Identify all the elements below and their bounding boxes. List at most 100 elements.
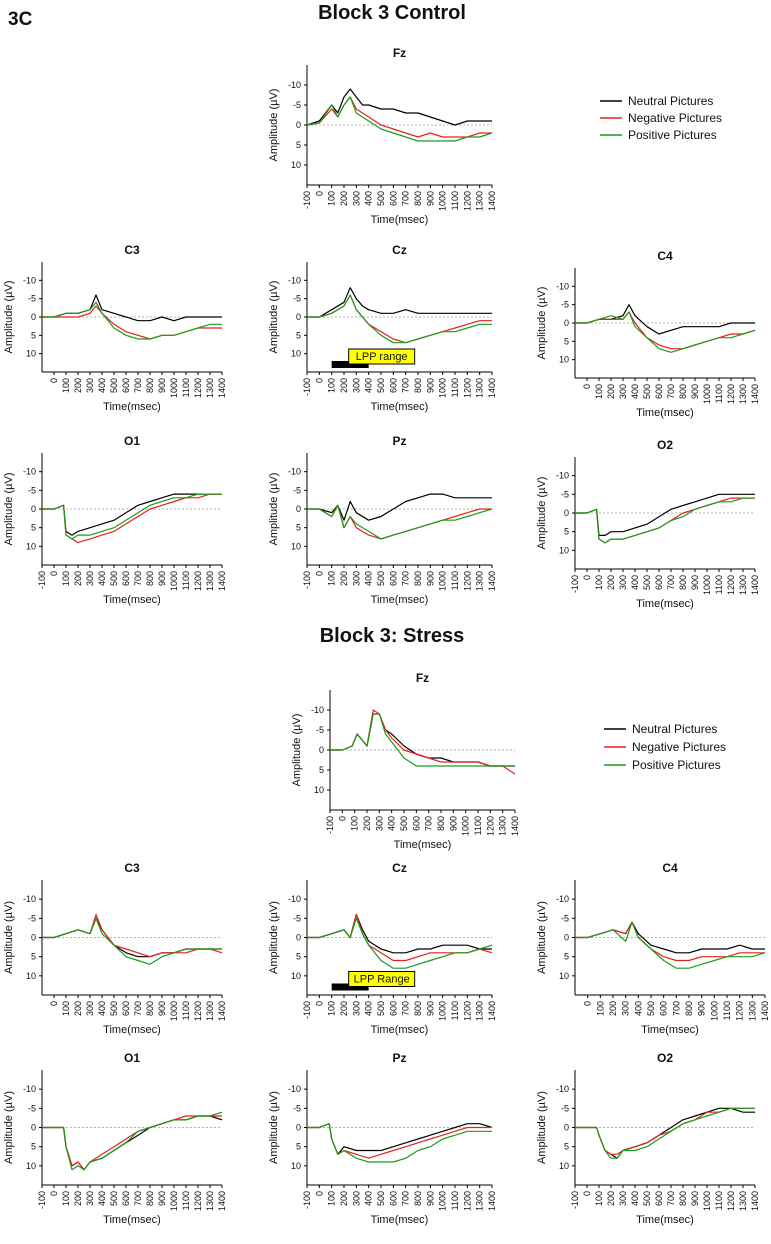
- y-tick-label: 10: [559, 1161, 569, 1171]
- x-tick-label: 300: [85, 378, 95, 393]
- legend-stress: Neutral Pictures Negative Pictures Posit…: [604, 722, 726, 772]
- series-positive-pictures: [307, 294, 492, 344]
- x-tick-label: 200: [362, 816, 372, 831]
- x-tick-label: 0: [49, 1191, 59, 1196]
- series-positive-pictures: [575, 311, 756, 353]
- x-tick-label: 1400: [487, 378, 497, 398]
- x-tick-label: 1400: [487, 1191, 497, 1211]
- y-tick-label: 10: [291, 1161, 301, 1171]
- x-tick-label: 200: [606, 1191, 616, 1206]
- x-tick-label: 1100: [722, 1001, 732, 1020]
- y-axis-label: Amplitude (µV): [291, 714, 303, 787]
- x-tick-label: 500: [646, 1001, 656, 1016]
- series-positive-pictures: [575, 1107, 755, 1159]
- x-tick-label: 200: [606, 384, 616, 399]
- y-axis-label: Amplitude (µV): [536, 477, 548, 550]
- y-tick-label: 10: [291, 971, 301, 981]
- x-tick-label: 200: [339, 571, 349, 586]
- y-tick-label: -10: [23, 894, 36, 904]
- y-tick-label: -10: [288, 275, 301, 285]
- x-tick-label: 1300: [475, 378, 485, 398]
- x-axis-label: Time(msec): [371, 214, 429, 226]
- x-tick-label: -100: [37, 1191, 47, 1209]
- x-tick-label: 900: [157, 571, 167, 586]
- x-tick-label: 500: [376, 191, 386, 206]
- x-tick-label: 1200: [726, 575, 736, 595]
- x-tick-label: 800: [413, 191, 423, 206]
- x-tick-label: 1100: [450, 378, 460, 397]
- lpp-label: LPP Range: [354, 974, 410, 986]
- y-tick-label: 5: [564, 527, 569, 537]
- x-axis-label: Time(msec): [103, 401, 161, 413]
- y-tick-label: -5: [28, 913, 36, 923]
- x-tick-label: 1300: [475, 1001, 485, 1021]
- x-tick-label: 600: [411, 816, 421, 831]
- x-axis-label: Time(msec): [641, 1024, 699, 1036]
- series-positive-pictures: [307, 504, 493, 540]
- x-tick-label: -100: [302, 571, 312, 589]
- y-tick-label: 5: [319, 765, 324, 775]
- x-tick-label: 100: [61, 1191, 71, 1206]
- legend-label-negative: Negative Pictures: [632, 740, 726, 754]
- x-tick-label: 0: [49, 1001, 59, 1006]
- panel-title: C3: [124, 243, 140, 257]
- y-tick-label: 0: [31, 504, 36, 514]
- series-neutral-pictures: [330, 713, 515, 767]
- x-tick-label: 1300: [205, 571, 215, 591]
- x-tick-label: 900: [425, 1001, 435, 1016]
- x-tick-label: 1000: [169, 1191, 179, 1211]
- x-tick-label: 0: [314, 191, 324, 196]
- x-tick-label: 200: [73, 1191, 83, 1206]
- x-tick-label: -100: [302, 1191, 312, 1209]
- legend-control: Neutral Pictures Negative Pictures Posit…: [600, 94, 722, 142]
- y-tick-label: 0: [296, 312, 301, 322]
- x-tick-label: 700: [133, 378, 143, 393]
- x-tick-label: 600: [654, 575, 664, 590]
- x-tick-label: 1100: [450, 1191, 460, 1210]
- x-tick-label: 300: [618, 575, 628, 590]
- y-tick-label: -10: [556, 281, 569, 291]
- y-tick-label: 5: [564, 336, 569, 346]
- x-axis-label: Time(msec): [103, 1024, 161, 1036]
- x-tick-label: 1000: [169, 571, 179, 591]
- x-tick-label: 600: [654, 384, 664, 399]
- x-tick-label: 1100: [450, 191, 460, 210]
- block-title-control: Block 3 Control: [318, 2, 466, 24]
- panel-title: O2: [657, 438, 673, 452]
- x-tick-label: 700: [424, 816, 434, 831]
- x-tick-label: 900: [425, 571, 435, 586]
- x-tick-label: 1300: [738, 1191, 748, 1211]
- series-negative-pictures: [575, 921, 765, 962]
- x-tick-label: 600: [121, 571, 131, 586]
- y-axis-label: Amplitude (µV): [536, 901, 548, 974]
- series-positive-pictures: [575, 921, 766, 969]
- x-tick-label: 300: [618, 384, 628, 399]
- series-neutral-pictures: [42, 493, 222, 536]
- y-tick-label: -5: [28, 1103, 36, 1113]
- x-tick-label: 800: [145, 378, 155, 393]
- x-axis-label: Time(msec): [636, 598, 694, 610]
- y-tick-label: 0: [564, 1123, 569, 1133]
- y-tick-label: 0: [564, 933, 569, 943]
- y-tick-label: -10: [288, 467, 301, 477]
- y-tick-label: 0: [296, 504, 301, 514]
- y-tick-label: -5: [293, 1103, 301, 1113]
- series-neutral-pictures: [307, 287, 492, 318]
- x-tick-label: 1100: [473, 816, 483, 835]
- series-negative-pictures: [42, 1115, 222, 1171]
- series-neutral-pictures: [307, 493, 492, 521]
- x-tick-label: 600: [659, 1001, 669, 1016]
- y-axis-label: Amplitude (µV): [3, 281, 15, 354]
- x-tick-label: 900: [690, 384, 700, 399]
- x-tick-label: 1300: [498, 816, 508, 836]
- panel-title: Pz: [392, 434, 406, 448]
- x-tick-label: 1200: [462, 571, 472, 591]
- x-tick-label: 700: [666, 384, 676, 399]
- x-tick-label: 100: [327, 1191, 337, 1206]
- x-tick-label: 800: [413, 1001, 423, 1016]
